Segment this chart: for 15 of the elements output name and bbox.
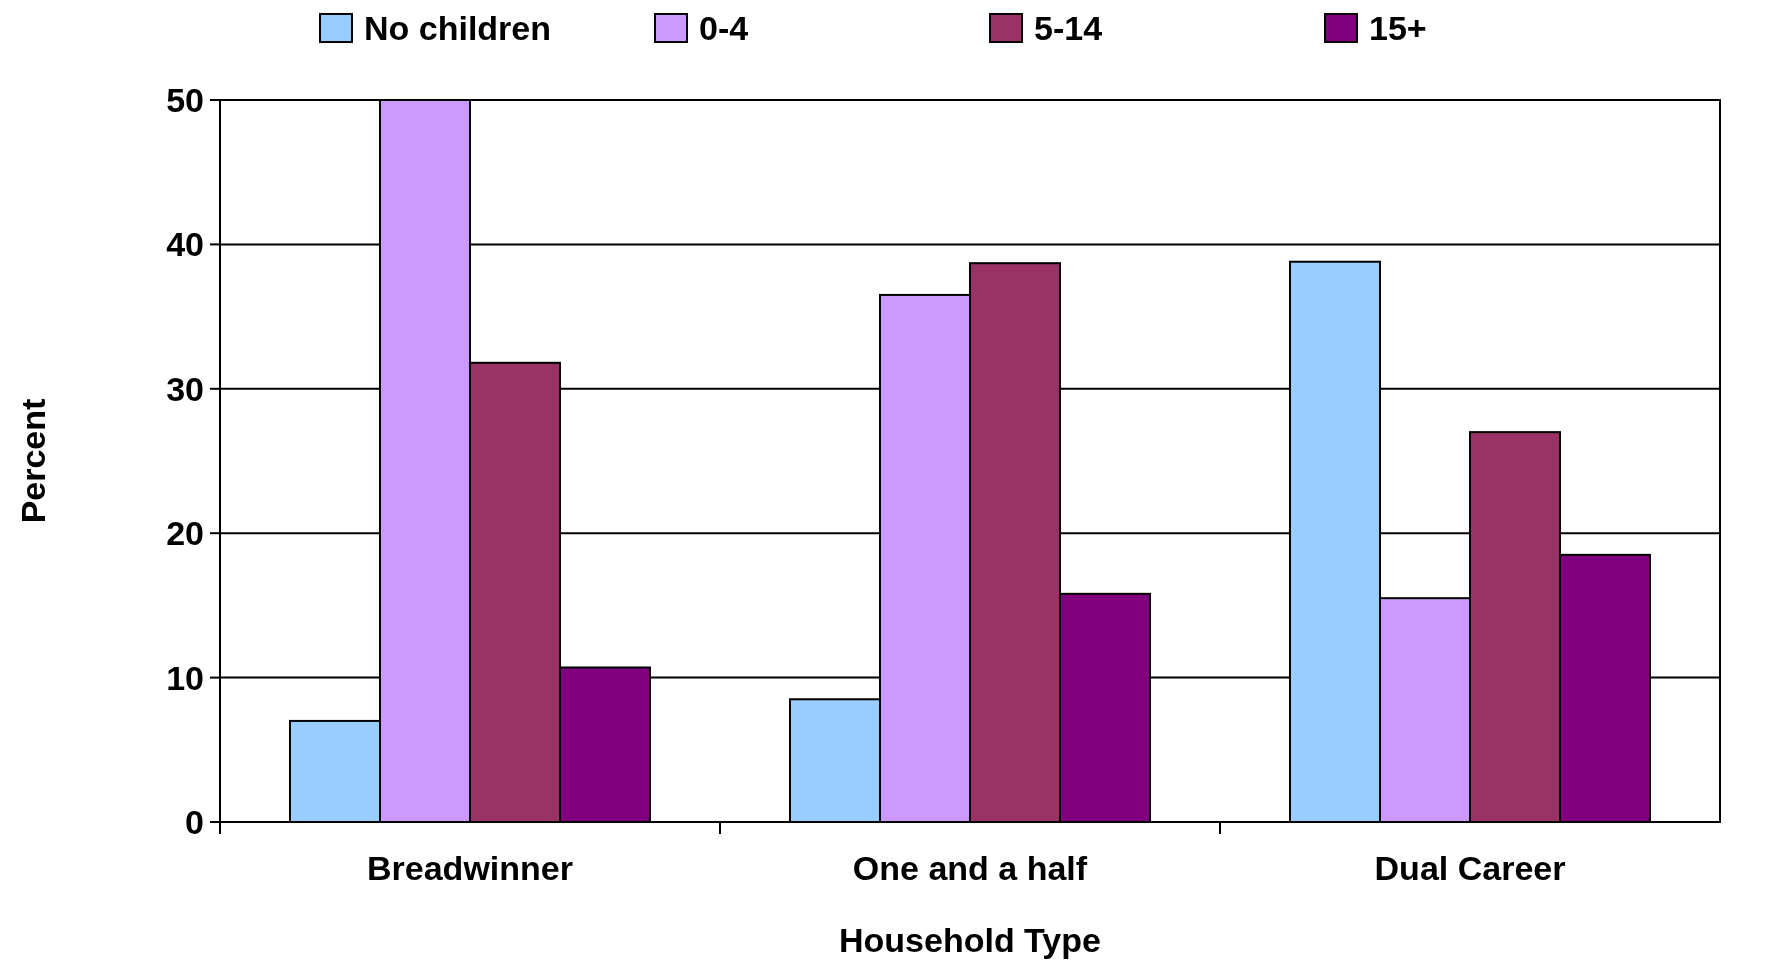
legend-label: 0-4 bbox=[699, 8, 749, 47]
y-tick-label: 0 bbox=[185, 802, 204, 841]
y-tick-label: 10 bbox=[166, 658, 204, 697]
y-tick-label: 50 bbox=[166, 80, 204, 119]
x-axis-title: Household Type bbox=[839, 921, 1101, 959]
x-tick-label: Dual Career bbox=[1374, 849, 1566, 887]
legend-label: No children bbox=[364, 8, 552, 47]
y-tick-label: 40 bbox=[166, 225, 204, 264]
x-tick-label: One and a half bbox=[852, 849, 1088, 887]
legend-label: 5-14 bbox=[1034, 8, 1103, 47]
y-tick-label: 20 bbox=[166, 514, 204, 553]
y-tick-label: 30 bbox=[166, 369, 204, 408]
x-tick-label: Breadwinner bbox=[367, 849, 573, 887]
y-axis-title: Percent bbox=[14, 398, 52, 524]
legend-label: 15+ bbox=[1369, 8, 1427, 47]
